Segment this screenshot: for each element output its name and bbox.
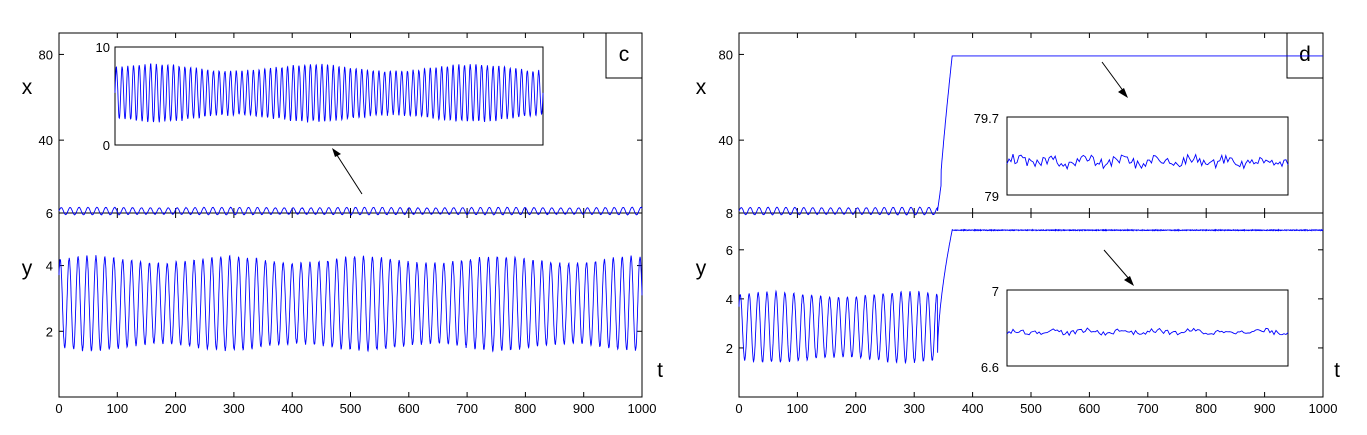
x-tick-label: 0 — [735, 401, 742, 416]
x-inset-frame — [1006, 116, 1289, 196]
y-tick-label: 4 — [726, 292, 733, 307]
panel-label-box — [605, 32, 643, 79]
x-tick-label: 600 — [1079, 401, 1101, 416]
x-tick-label: 500 — [340, 401, 362, 416]
x-tick-label: 900 — [573, 401, 595, 416]
x-variable-label: x — [22, 76, 33, 99]
y-variable-label: y — [696, 257, 707, 280]
x-inset-series-line — [114, 63, 544, 123]
y-tick-label: 4 — [46, 259, 53, 274]
inset-y-tick-label: 0 — [103, 138, 110, 153]
inset-pointer-arrow — [1103, 249, 1131, 281]
y-tick-label: 40 — [719, 133, 733, 148]
arrow-head-icon — [1124, 276, 1134, 286]
x-tick-label: 200 — [165, 401, 187, 416]
x-series-line — [738, 55, 1323, 216]
x-tick-label: 700 — [1137, 401, 1159, 416]
y-inset-series-line — [1006, 327, 1289, 337]
x-tick-label: 800 — [515, 401, 537, 416]
x-tick-label: 1000 — [1309, 401, 1338, 416]
y-tick-label: 6 — [46, 206, 53, 221]
t-axis-label: t — [1334, 359, 1340, 382]
x-series-line — [58, 206, 643, 216]
x-tick-label: 800 — [1195, 401, 1217, 416]
inset-y-tick-label: 6.6 — [981, 360, 999, 375]
panel-label: d — [1299, 43, 1311, 66]
x-tick-label: 900 — [1254, 401, 1276, 416]
y-tick-label: 6 — [726, 243, 733, 258]
x-tick-label: 500 — [1020, 401, 1042, 416]
x-tick-label: 600 — [398, 401, 420, 416]
inset-pointer-arrow — [334, 151, 363, 195]
y-tick-label: 80 — [39, 47, 53, 62]
y-variable-label: y — [22, 257, 33, 280]
inset-y-tick-label: 79.7 — [974, 111, 999, 126]
y-subplot-frame — [58, 212, 643, 398]
y-inset-frame — [1006, 289, 1289, 367]
x-tick-label: 0 — [55, 401, 62, 416]
x-tick-label: 100 — [106, 401, 128, 416]
arrow-head-icon — [332, 148, 341, 157]
y-tick-label: 8 — [726, 206, 733, 221]
panel-label: c — [619, 43, 630, 66]
x-tick-label: 400 — [281, 401, 303, 416]
x-tick-label: 300 — [223, 401, 245, 416]
x-tick-label: 700 — [456, 401, 478, 416]
y-tick-label: 2 — [726, 341, 733, 356]
inset-y-tick-label: 7 — [992, 284, 999, 299]
x-tick-label: 400 — [962, 401, 984, 416]
inset-pointer-arrow — [1101, 61, 1125, 93]
arrow-head-icon — [1118, 88, 1128, 98]
panel-d: 8 40 80 2 4 6 0 100 200 300 400 500 600 700 800 900 1000… — [696, 32, 1340, 416]
y-tick-label: 40 — [39, 133, 53, 148]
y-tick-label: 80 — [719, 47, 733, 62]
y-series-line — [58, 254, 643, 353]
x-tick-label: 300 — [903, 401, 925, 416]
y-tick-label: 2 — [46, 324, 53, 339]
y-series-line — [738, 228, 1324, 365]
x-inset-series-line — [1006, 153, 1289, 171]
inset-y-tick-label: 79 — [985, 189, 999, 204]
x-tick-label: 100 — [787, 401, 809, 416]
t-axis-label: t — [657, 359, 663, 382]
x-tick-label: 200 — [845, 401, 867, 416]
inset-y-tick-label: 10 — [96, 40, 110, 55]
x-tick-label: 1000 — [628, 401, 657, 416]
x-variable-label: x — [696, 76, 707, 99]
